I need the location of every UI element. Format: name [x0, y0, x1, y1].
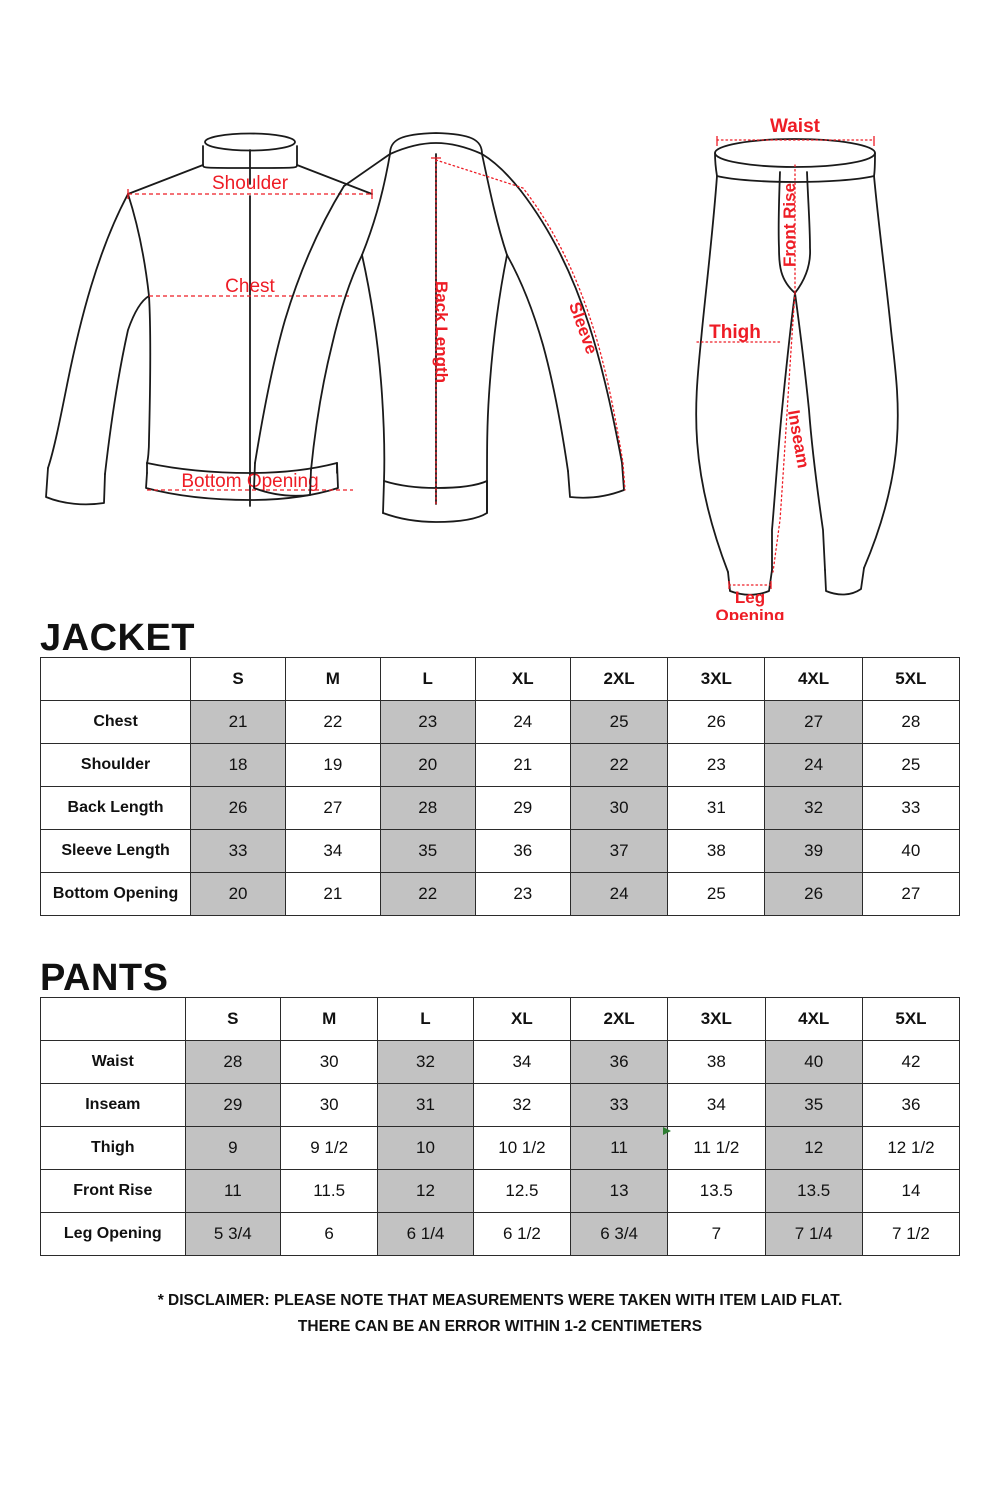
- svg-text:Opening: Opening: [716, 606, 785, 620]
- svg-text:Front Rise: Front Rise: [780, 183, 799, 267]
- svg-text:Leg: Leg: [735, 588, 765, 607]
- svg-text:Chest: Chest: [225, 276, 275, 297]
- svg-text:Shoulder: Shoulder: [212, 173, 289, 194]
- svg-text:Waist: Waist: [770, 116, 821, 137]
- svg-text:Sleeve: Sleeve: [565, 300, 601, 357]
- svg-text:Back Length: Back Length: [432, 281, 451, 383]
- svg-text:Inseam: Inseam: [784, 409, 813, 470]
- svg-text:Bottom Opening: Bottom Opening: [181, 471, 318, 492]
- svg-text:Thigh: Thigh: [709, 322, 761, 343]
